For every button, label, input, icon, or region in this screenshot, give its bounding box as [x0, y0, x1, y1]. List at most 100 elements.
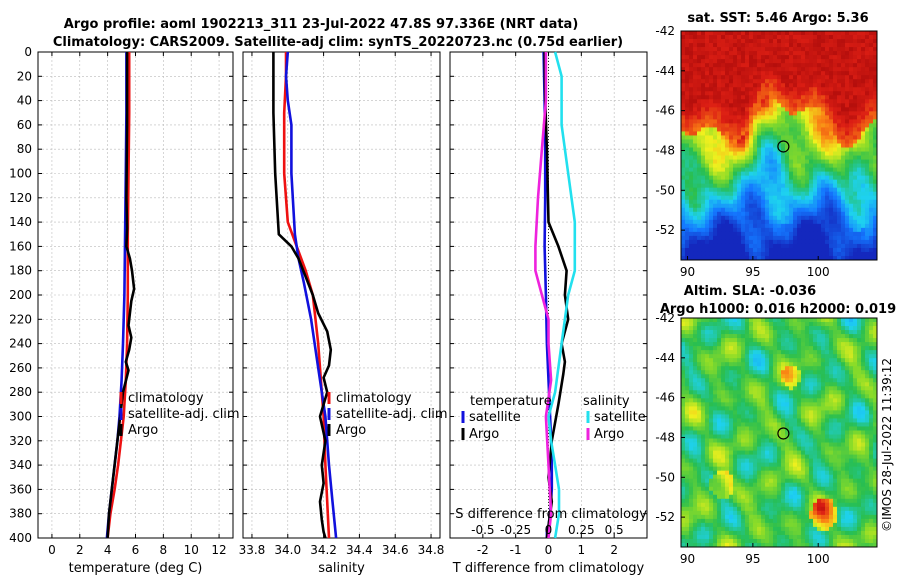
- map-cell: [821, 342, 826, 347]
- map-cell: [869, 239, 874, 245]
- map-cell: [713, 159, 718, 164]
- map-cell: [785, 366, 790, 371]
- map-cell: [705, 75, 710, 80]
- map-cell: [753, 191, 758, 197]
- map-cell: [697, 171, 702, 177]
- map-cell: [733, 251, 738, 257]
- map-cell: [849, 255, 854, 261]
- map-cell: [817, 458, 822, 464]
- map-cell: [769, 159, 774, 164]
- map-cell: [797, 183, 802, 189]
- y-tick-label: 160: [9, 239, 32, 253]
- map-cell: [693, 422, 698, 427]
- map-cell: [693, 346, 698, 351]
- x-tick-label: 6: [132, 543, 140, 557]
- map-cell: [773, 95, 778, 100]
- map-cell: [797, 370, 802, 375]
- map-cell: [681, 199, 686, 205]
- map-cell: [769, 51, 774, 56]
- map-cell: [829, 195, 834, 201]
- map-cell: [745, 31, 750, 36]
- map-cell: [749, 75, 754, 80]
- map-cell: [873, 99, 878, 104]
- map-cell: [777, 430, 782, 435]
- map-cell: [873, 187, 878, 193]
- map-cell: [865, 211, 870, 217]
- map-cell: [737, 71, 742, 76]
- x-axis-label: T difference from climatology: [452, 561, 645, 576]
- map-cell: [741, 406, 746, 411]
- map-cell: [721, 103, 726, 108]
- map-cell: [761, 87, 766, 92]
- map-cell: [693, 398, 698, 403]
- map-cell: [781, 191, 786, 197]
- map-cell: [741, 243, 746, 249]
- map-cell: [749, 47, 754, 52]
- map-cell: [817, 446, 822, 451]
- map-cell: [733, 95, 738, 100]
- map-cell: [693, 191, 698, 197]
- map-cell: [685, 390, 690, 395]
- map-cell: [841, 131, 846, 136]
- map-cell: [705, 191, 710, 197]
- map-cell: [729, 75, 734, 80]
- map-cell: [789, 231, 794, 237]
- map-cell: [813, 103, 818, 108]
- map-cell: [805, 111, 810, 116]
- map-cell: [749, 370, 754, 375]
- map-cell: [689, 31, 694, 36]
- map-cell: [753, 458, 758, 464]
- map-cell: [873, 378, 878, 383]
- map-cell: [873, 155, 878, 160]
- map-cell: [853, 51, 858, 56]
- map-cell: [729, 151, 734, 156]
- map-cell: [813, 390, 818, 395]
- map-cell: [773, 223, 778, 229]
- map-cell: [773, 35, 778, 40]
- map-cell: [789, 191, 794, 197]
- map-cell: [841, 43, 846, 48]
- map-cell: [713, 342, 718, 347]
- map-cell: [705, 251, 710, 257]
- map-cell: [873, 358, 878, 363]
- map-cell: [785, 466, 790, 472]
- map-cell: [841, 378, 846, 383]
- map-cell: [825, 83, 830, 88]
- map-cell: [785, 43, 790, 48]
- map-cell: [873, 75, 878, 80]
- map-cell: [745, 207, 750, 213]
- map-cell: [841, 326, 846, 331]
- map-cell: [697, 219, 702, 225]
- map-cell: [685, 75, 690, 80]
- map-cell: [741, 386, 746, 391]
- map-cell: [865, 187, 870, 193]
- map-cell: [845, 438, 850, 443]
- map-cell: [713, 139, 718, 144]
- map-cell: [833, 47, 838, 52]
- map-cell: [869, 179, 874, 185]
- map-cell: [805, 450, 810, 455]
- map-cell: [781, 123, 786, 128]
- map-cell: [705, 155, 710, 160]
- map-cell: [849, 75, 854, 80]
- map-cell: [817, 334, 822, 339]
- map-cell: [709, 342, 714, 347]
- map-cell: [685, 430, 690, 435]
- map-cell: [685, 410, 690, 415]
- map-cell: [749, 318, 754, 323]
- x-tick-label: 8: [160, 543, 168, 557]
- map-cell: [721, 59, 726, 64]
- map-cell: [721, 235, 726, 241]
- map-cell: [805, 143, 810, 148]
- map-cell: [757, 330, 762, 335]
- map-cell: [749, 374, 754, 379]
- map-cell: [685, 147, 690, 152]
- map-cell: [805, 410, 810, 415]
- map-cell: [729, 119, 734, 124]
- map-cell: [805, 326, 810, 331]
- map-cell: [801, 199, 806, 205]
- map-cell: [693, 354, 698, 359]
- map-cell: [861, 199, 866, 205]
- map-cell: [697, 462, 702, 468]
- map-cell: [769, 454, 774, 460]
